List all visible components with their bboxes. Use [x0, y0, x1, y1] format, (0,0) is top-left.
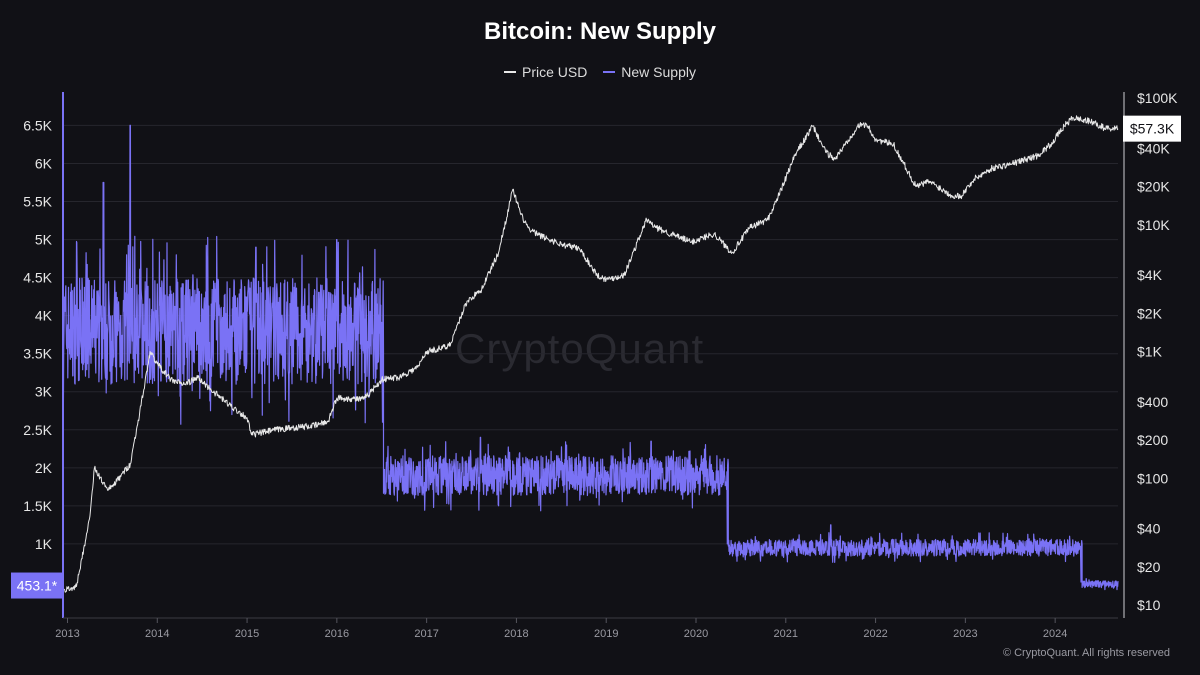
right-tick-label: $10K: [1137, 217, 1170, 233]
right-current-tag: [1123, 115, 1181, 142]
right-tick-label: $400: [1137, 394, 1168, 410]
watermark: CryptoQuant: [455, 325, 705, 372]
right-tick-label: $20K: [1137, 179, 1170, 195]
right-tick-label: $2K: [1137, 305, 1163, 321]
right-tick-label: $100K: [1137, 90, 1178, 106]
right-tick-label: $4K: [1137, 267, 1163, 283]
left-tick-label: 2.5K: [23, 422, 52, 438]
x-tick-label: 2016: [325, 628, 349, 640]
legend-swatch-new-supply: [603, 71, 616, 73]
right-tick-label: $20: [1137, 559, 1161, 575]
left-tick-label: 4.5K: [23, 270, 52, 286]
legend-label-new-supply: New Supply: [621, 64, 696, 80]
chart-legend: Price USD New Supply: [0, 60, 1200, 80]
copyright-footer: © CryptoQuant. All rights reserved: [1002, 647, 1170, 659]
x-tick-label: 2020: [684, 628, 708, 640]
left-tick-label: 3K: [35, 384, 53, 400]
right-tick-label: $1K: [1137, 344, 1163, 360]
x-tick-label: 2014: [145, 628, 169, 640]
new-supply-line: [62, 124, 1119, 591]
x-tick-label: 2023: [953, 628, 977, 640]
left-tick-label: 1K: [35, 536, 53, 552]
x-tick-label: 2015: [235, 628, 259, 640]
left-tick-label: 2K: [35, 460, 53, 476]
left-current-tag: [11, 572, 64, 599]
left-tick-label: 6.5K: [23, 117, 52, 133]
x-tick-label: 2013: [55, 628, 79, 640]
legend-label-price: Price USD: [522, 64, 588, 80]
right-current-tag-text: $57.3K: [1130, 121, 1175, 137]
x-tick-label: 2022: [863, 628, 887, 640]
right-tick-label: $200: [1137, 432, 1168, 448]
x-tick-label: 2021: [774, 628, 798, 640]
right-tick-label: $100: [1137, 470, 1168, 486]
left-current-tag-text: 453.1*: [17, 578, 58, 594]
legend-item-new-supply[interactable]: New Supply: [603, 64, 696, 80]
right-tick-label: $40: [1137, 521, 1161, 537]
x-tick-label: 2017: [414, 628, 438, 640]
right-tick-label: $40K: [1137, 140, 1170, 156]
x-tick-label: 2024: [1043, 628, 1067, 640]
price-usd-line: [62, 115, 1119, 593]
left-tick-label: 1.5K: [23, 498, 52, 514]
left-tick-label: 6K: [35, 155, 53, 171]
x-tick-label: 2019: [594, 628, 618, 640]
x-tick-label: 2018: [504, 628, 528, 640]
legend-swatch-price: [504, 71, 517, 73]
chart-title: Bitcoin: New Supply: [483, 18, 716, 45]
legend-item-price[interactable]: Price USD: [504, 64, 587, 80]
left-tick-label: 5K: [35, 232, 53, 248]
left-tick-label: 3.5K: [23, 346, 52, 362]
left-tick-label: 4K: [35, 308, 53, 324]
left-tick-label: 5.5K: [23, 194, 52, 210]
right-tick-label: $10: [1137, 597, 1161, 613]
